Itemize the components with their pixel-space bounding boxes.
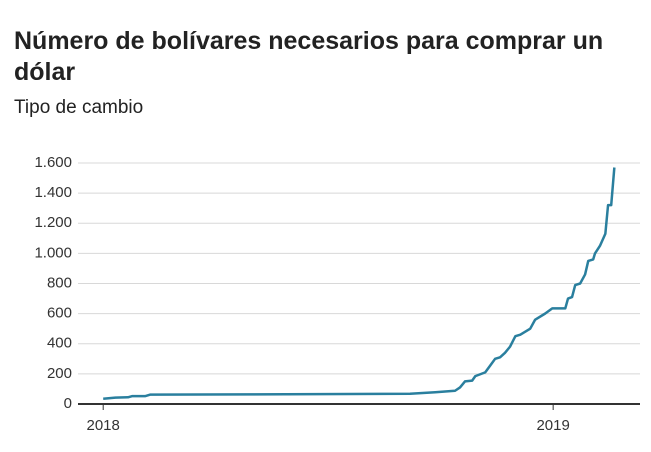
x-tick-label: 2019 (536, 417, 569, 434)
y-tick-label: 200 (47, 365, 72, 382)
y-tick-label: 1.400 (34, 184, 72, 201)
y-tick-label: 400 (47, 335, 72, 352)
data-line (103, 167, 616, 400)
chart-title: Número de bolívares necesarios para comp… (14, 27, 604, 86)
y-tick-label: 600 (47, 305, 72, 322)
y-tick-label: 1.600 (34, 154, 72, 171)
x-tick-label: 2018 (87, 417, 120, 434)
y-tick-label: 1.200 (34, 214, 72, 231)
y-tick-label: 1.000 (34, 244, 72, 261)
chart-subtitle: Tipo de cambio (14, 97, 144, 118)
y-tick-label: 0 (64, 395, 72, 412)
y-tick-label: 800 (47, 274, 72, 291)
